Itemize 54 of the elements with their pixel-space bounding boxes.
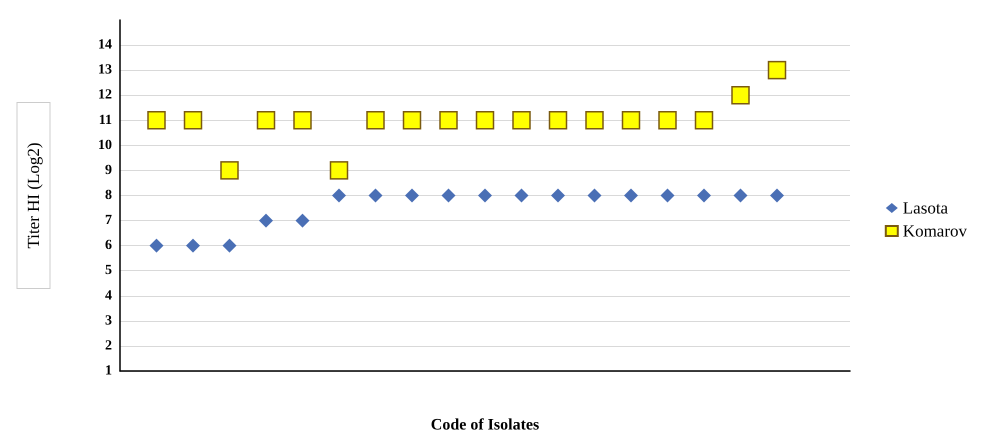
point bbox=[548, 111, 568, 130]
point bbox=[296, 214, 310, 228]
y-tick-label: 6 bbox=[105, 238, 112, 254]
point bbox=[368, 188, 382, 202]
point bbox=[588, 188, 602, 202]
point bbox=[222, 238, 236, 253]
y-tick-label: 14 bbox=[98, 38, 112, 53]
point bbox=[186, 238, 200, 253]
y-tick-label: 12 bbox=[98, 88, 112, 103]
y-tick-label: 4 bbox=[105, 288, 112, 304]
point bbox=[330, 161, 348, 180]
legend-label: Lasota bbox=[902, 198, 949, 218]
point bbox=[658, 111, 677, 130]
point bbox=[184, 111, 202, 130]
y-tick-label: 5 bbox=[105, 263, 112, 278]
point bbox=[220, 161, 239, 180]
y-tick-label: 7 bbox=[105, 213, 112, 228]
point bbox=[770, 188, 784, 202]
y-tick-label: 1 bbox=[105, 364, 112, 378]
y-tick-label: 9 bbox=[105, 162, 112, 178]
y-axis-title: Titer HI (Log2) bbox=[24, 142, 43, 249]
point bbox=[402, 111, 422, 130]
point bbox=[734, 188, 748, 202]
point bbox=[478, 188, 492, 202]
point bbox=[293, 111, 312, 130]
point bbox=[731, 86, 750, 104]
y-tick-label: 11 bbox=[98, 112, 112, 128]
point bbox=[150, 238, 164, 253]
point bbox=[514, 188, 528, 202]
point bbox=[622, 111, 640, 130]
point bbox=[694, 111, 714, 130]
point bbox=[366, 111, 385, 130]
point bbox=[259, 214, 273, 228]
point bbox=[768, 60, 786, 80]
point bbox=[405, 188, 419, 202]
y-tick-label: 2 bbox=[105, 338, 112, 354]
x-axis-title: Code of Isolates bbox=[430, 416, 540, 434]
point bbox=[442, 188, 456, 202]
y-tick-label: 8 bbox=[105, 188, 112, 203]
point bbox=[256, 111, 276, 130]
point bbox=[624, 188, 638, 202]
point bbox=[585, 111, 604, 130]
point bbox=[512, 111, 531, 130]
point bbox=[476, 111, 494, 130]
y-tick-label: 13 bbox=[98, 62, 112, 78]
point bbox=[147, 111, 166, 130]
point bbox=[697, 188, 711, 202]
point bbox=[332, 188, 346, 202]
point bbox=[439, 111, 458, 130]
y-tick-label: 3 bbox=[105, 313, 112, 328]
legend-label: Komarov bbox=[902, 222, 968, 240]
point bbox=[551, 188, 565, 202]
y-tick-label: 10 bbox=[98, 138, 112, 153]
point bbox=[660, 188, 674, 202]
